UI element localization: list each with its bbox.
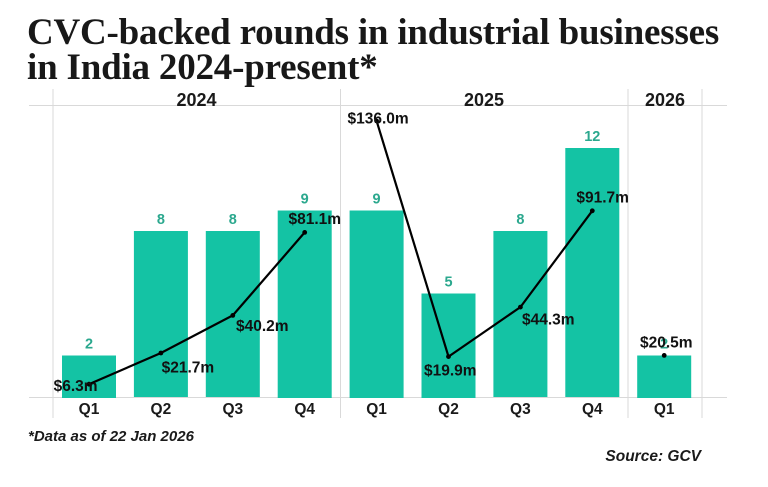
svg-text:Q3: Q3 [510, 401, 531, 418]
svg-text:$20.5m: $20.5m [640, 334, 693, 351]
svg-text:Q3: Q3 [222, 401, 243, 418]
svg-text:2: 2 [85, 337, 93, 353]
svg-text:$40.2m: $40.2m [236, 318, 289, 335]
svg-text:$44.3m: $44.3m [522, 312, 575, 329]
svg-text:$19.9m: $19.9m [424, 363, 477, 380]
svg-text:5: 5 [444, 275, 452, 291]
svg-text:2024: 2024 [176, 90, 216, 110]
svg-text:8: 8 [229, 212, 237, 228]
svg-text:$136.0m: $136.0m [348, 111, 409, 128]
svg-text:2026: 2026 [645, 90, 685, 110]
svg-text:Q2: Q2 [151, 401, 172, 418]
svg-text:$81.1m: $81.1m [289, 211, 342, 228]
svg-text:$91.7m: $91.7m [576, 190, 629, 207]
svg-text:Q2: Q2 [438, 401, 459, 418]
svg-text:2: 2 [660, 337, 668, 353]
svg-text:Q4: Q4 [582, 401, 603, 418]
svg-text:$21.7m: $21.7m [162, 360, 215, 377]
svg-text:8: 8 [157, 212, 165, 228]
svg-text:2025: 2025 [464, 90, 504, 110]
svg-text:Source: GCV: Source: GCV [605, 448, 702, 465]
svg-text:Q4: Q4 [294, 401, 315, 418]
svg-text:Q1: Q1 [366, 401, 387, 418]
svg-text:9: 9 [301, 192, 309, 208]
svg-text:$6.3m: $6.3m [54, 378, 98, 395]
svg-text:Q1: Q1 [654, 401, 675, 418]
svg-text:8: 8 [516, 212, 524, 228]
svg-text:9: 9 [373, 192, 381, 208]
svg-text:*Data as of 22 Jan 2026: *Data as of 22 Jan 2026 [28, 428, 195, 445]
svg-text:12: 12 [584, 129, 600, 145]
svg-text:Q1: Q1 [79, 401, 100, 418]
